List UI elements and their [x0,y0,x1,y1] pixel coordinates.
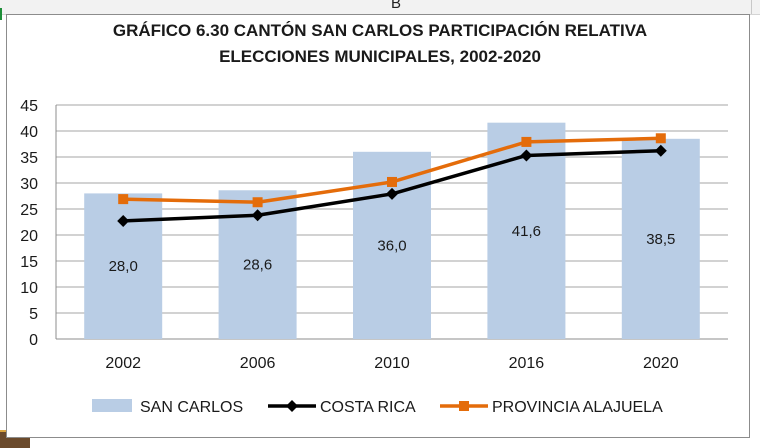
y-tick-label: 5 [29,306,38,323]
chart-title-line-1: GRÁFICO 6.30 CANTÓN SAN CARLOS PARTICIPA… [112,21,648,40]
marker-costa-rica [386,187,398,200]
y-tick-label: 45 [20,98,38,115]
marker-costa-rica [520,149,533,162]
x-tick-label: 2016 [509,355,545,372]
bar-san-carlos [621,138,700,339]
y-tick-label: 30 [20,176,38,193]
y-tick-label: 35 [20,150,38,167]
bar-data-label: 28,0 [109,258,138,275]
legend-swatch-san-carlos [92,399,132,412]
marker-costa-rica [251,209,264,222]
y-tick-label: 25 [20,202,38,219]
bar-data-label: 41,6 [512,223,541,240]
x-tick-label: 2010 [374,355,410,372]
y-tick-label: 10 [20,280,38,297]
marker-provincia-alajuela [521,136,532,147]
bar-data-label: 28,6 [243,257,272,274]
x-tick-label: 2002 [105,355,141,372]
y-tick-label: 15 [20,254,38,271]
x-tick-label: 2006 [240,355,276,372]
legend-marker-costa-rica [286,400,298,412]
chart-title: GRÁFICO 6.30 CANTÓN SAN CARLOS PARTICIPA… [0,18,760,70]
column-letter[interactable]: B [390,0,401,12]
x-tick-label: 2020 [643,355,679,372]
legend-marker-provincia-alajuela [459,401,469,411]
bar-data-label: 36,0 [377,237,406,254]
marker-provincia-alajuela [655,133,666,144]
marker-costa-rica [654,144,667,157]
y-tick-label: 0 [29,332,38,349]
marker-provincia-alajuela [252,197,263,208]
legend-label-san-carlos: SAN CARLOS [140,399,243,416]
y-tick-label: 20 [20,228,38,245]
marker-costa-rica [117,214,130,227]
marker-provincia-alajuela [118,194,129,205]
legend-label-costa-rica: COSTA RICA [320,399,416,416]
cell-selection-marker [0,8,2,20]
y-tick-label: 40 [20,124,38,141]
chart-title-line-2: ELECCIONES MUNICIPALES, 2002-2020 [219,47,541,66]
legend-label-provincia-alajuela: PROVINCIA ALAJUELA [492,399,663,416]
bar-data-label: 38,5 [646,231,675,248]
column-divider [751,0,752,14]
marker-provincia-alajuela [387,176,397,187]
